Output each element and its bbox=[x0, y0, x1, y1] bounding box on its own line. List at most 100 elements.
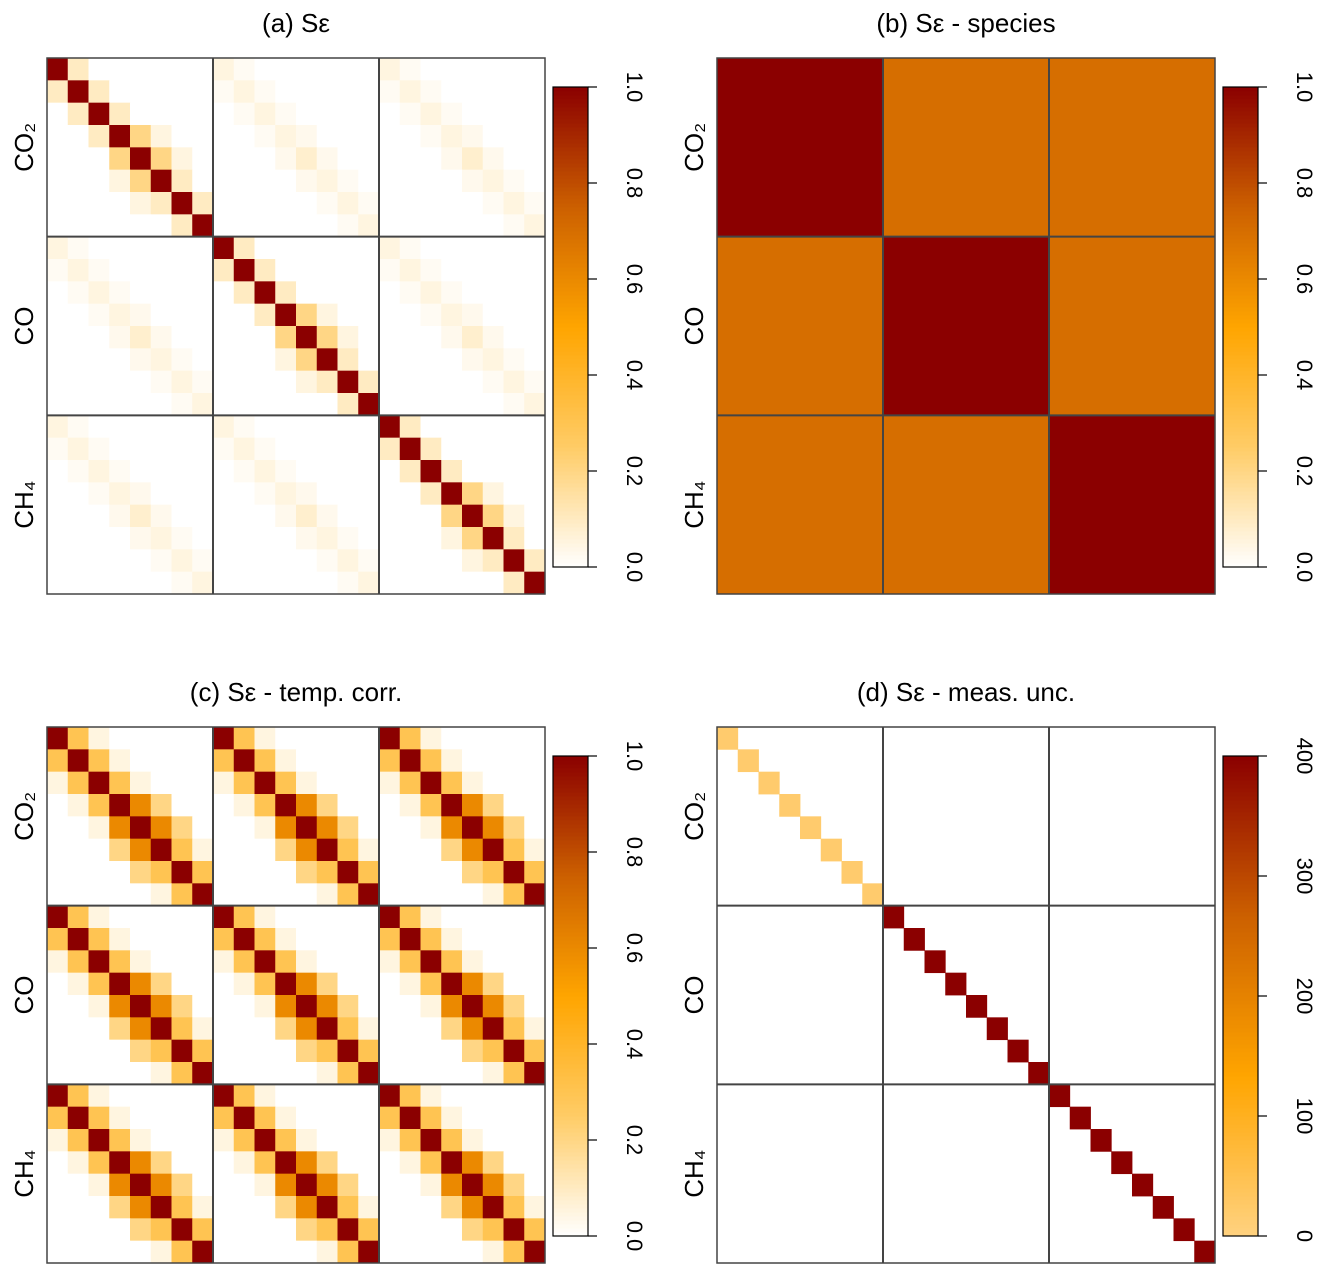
heatmap-cell bbox=[924, 950, 946, 974]
colorbar-step bbox=[553, 840, 588, 845]
heatmap-cell bbox=[462, 905, 484, 929]
heatmap-cell bbox=[130, 571, 152, 595]
heatmap-cell bbox=[986, 1017, 1008, 1041]
heatmap-cell bbox=[130, 125, 152, 148]
colorbar-step bbox=[553, 427, 588, 432]
heatmap-cell bbox=[130, 192, 152, 215]
colorbar-step bbox=[1223, 171, 1258, 176]
heatmap-cell bbox=[150, 794, 172, 817]
heatmap-cell bbox=[358, 259, 380, 282]
heatmap-cell bbox=[254, 482, 276, 506]
heatmap-cell bbox=[482, 169, 504, 193]
heatmap-cell bbox=[420, 838, 442, 862]
colorbar-step bbox=[553, 1120, 588, 1125]
colorbar-step bbox=[553, 95, 588, 100]
heatmap-cell bbox=[337, 259, 359, 282]
heatmap-cell bbox=[524, 125, 546, 148]
colorbar-step bbox=[553, 299, 588, 304]
colorbar-step bbox=[1223, 1160, 1258, 1165]
colorbar-step bbox=[1223, 439, 1258, 444]
heatmap-cell bbox=[524, 928, 546, 951]
colorbar-step bbox=[553, 1184, 588, 1189]
heatmap-cell bbox=[420, 1084, 442, 1108]
heatmap-cell bbox=[47, 147, 69, 171]
heatmap-cell bbox=[130, 905, 152, 929]
heatmap-cell bbox=[399, 749, 421, 773]
heatmap-cell bbox=[420, 437, 442, 461]
heatmap-cell bbox=[420, 102, 442, 126]
heatmap-cell bbox=[233, 169, 255, 193]
colorbar-step bbox=[553, 471, 588, 476]
heatmap-cell bbox=[254, 58, 276, 81]
colorbar-step bbox=[553, 780, 588, 785]
colorbar-step bbox=[1223, 179, 1258, 184]
heatmap-cell bbox=[524, 1084, 546, 1108]
colorbar-step bbox=[1223, 1080, 1258, 1085]
heatmap-cell bbox=[109, 259, 131, 282]
heatmap-cell bbox=[233, 995, 255, 1018]
colorbar-step bbox=[1223, 219, 1258, 224]
heatmap-cell bbox=[524, 80, 546, 104]
heatmap-cell bbox=[275, 1218, 297, 1242]
heatmap-cell bbox=[462, 928, 484, 951]
heatmap-cell bbox=[296, 192, 318, 215]
heatmap-cell bbox=[192, 348, 214, 372]
heatmap-cell bbox=[482, 905, 504, 929]
colorbar-step bbox=[553, 123, 588, 128]
heatmap-cell bbox=[1049, 1084, 1071, 1108]
colorbar-step bbox=[553, 239, 588, 244]
colorbar-step bbox=[1223, 231, 1258, 236]
colorbar-step bbox=[553, 916, 588, 921]
heatmap-cell bbox=[358, 571, 380, 595]
colorbar-step bbox=[553, 1124, 588, 1129]
colorbar-step bbox=[1223, 1060, 1258, 1065]
heatmap-cell bbox=[524, 771, 546, 795]
heatmap-cell bbox=[462, 482, 484, 506]
heatmap-cell bbox=[171, 437, 193, 461]
colorbar-step bbox=[553, 760, 588, 765]
heatmap-cell bbox=[171, 482, 193, 506]
heatmap-cell bbox=[67, 102, 89, 126]
heatmap-cell bbox=[316, 214, 338, 238]
heatmap-cell bbox=[233, 749, 255, 773]
colorbar-step bbox=[1223, 303, 1258, 308]
colorbar-step bbox=[1223, 263, 1258, 268]
heatmap-cell bbox=[462, 972, 484, 996]
heatmap-cell bbox=[337, 482, 359, 506]
colorbar-step bbox=[1223, 403, 1258, 408]
heatmap-cell bbox=[130, 370, 152, 394]
heatmap-cell bbox=[47, 482, 69, 506]
colorbar-step bbox=[553, 487, 588, 492]
heatmap-cell bbox=[420, 1151, 442, 1175]
heatmap-cell bbox=[441, 482, 463, 506]
heatmap-cell bbox=[966, 995, 988, 1018]
colorbar-step bbox=[553, 527, 588, 532]
heatmap-cell bbox=[47, 1039, 69, 1063]
colorbar-step bbox=[553, 844, 588, 849]
heatmap-cell bbox=[503, 169, 525, 193]
heatmap-cell bbox=[130, 482, 152, 506]
heatmap-cell bbox=[379, 816, 401, 840]
heatmap-cell bbox=[399, 950, 421, 974]
colorbar-step bbox=[553, 315, 588, 320]
heatmap-cell bbox=[296, 883, 318, 907]
colorbar-tick-label: 1.0 bbox=[622, 72, 647, 103]
heatmap-cell bbox=[150, 169, 172, 193]
heatmap-cell bbox=[296, 928, 318, 951]
heatmap-cell bbox=[254, 1106, 276, 1130]
heatmap-cell bbox=[337, 303, 359, 327]
heatmap-cell bbox=[337, 147, 359, 171]
heatmap-cell bbox=[47, 1062, 69, 1085]
heatmap-cell bbox=[171, 749, 193, 773]
heatmap-cell bbox=[503, 1240, 525, 1264]
heatmap-cell bbox=[67, 437, 89, 461]
heatmap-cell bbox=[192, 169, 214, 193]
heatmap-cell bbox=[254, 883, 276, 907]
heatmap-cell bbox=[296, 281, 318, 305]
colorbar-step bbox=[1223, 1100, 1258, 1105]
heatmap-cell bbox=[254, 348, 276, 372]
heatmap-cell bbox=[524, 861, 546, 884]
colorbar-step bbox=[1223, 772, 1258, 777]
heatmap-cell bbox=[503, 571, 525, 595]
heatmap-cell bbox=[150, 303, 172, 327]
